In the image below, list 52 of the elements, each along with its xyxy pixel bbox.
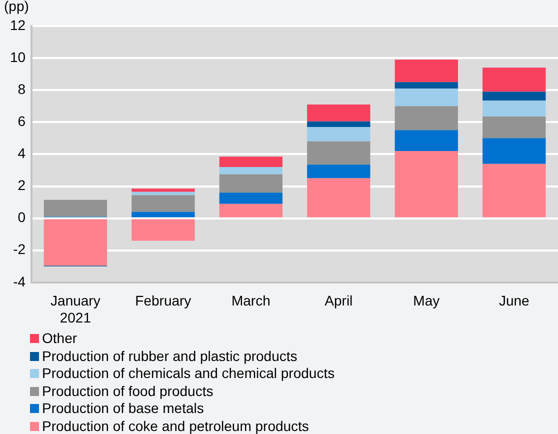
y-tick-label: 6 (18, 113, 26, 130)
y-tick-label: -4 (13, 273, 26, 290)
bar (219, 167, 283, 174)
bar (394, 88, 458, 106)
y-tick-label: -2 (13, 241, 26, 258)
bar (394, 60, 458, 82)
bar (219, 174, 283, 193)
bar (482, 92, 546, 101)
y-tick-label: 0 (18, 209, 26, 226)
y-tick-label: 2 (18, 177, 26, 194)
y-tick-label: 10 (10, 48, 26, 65)
bar (394, 82, 458, 88)
y-tick-label: 12 (10, 16, 26, 33)
legend-label: Production of rubber and plastic products (42, 348, 298, 365)
bar (219, 192, 283, 204)
x-tick-label: April (324, 292, 353, 309)
y-tick-label: 8 (18, 80, 26, 97)
legend-label: Production of food products (42, 382, 214, 400)
x-tick-label: February (135, 292, 192, 309)
bar (307, 121, 370, 127)
bar (44, 200, 108, 217)
bar (132, 195, 195, 212)
legend-label: Production of coke and petroleum products (42, 418, 309, 434)
x-tick-label: January 2021 (50, 292, 100, 326)
legend-label: Other (42, 330, 78, 348)
legend-label: Production of base metals (42, 400, 204, 418)
bar (307, 178, 370, 218)
bar (307, 104, 370, 122)
bar (132, 188, 195, 192)
bar (219, 204, 283, 218)
bar (482, 116, 546, 138)
x-tick-label: March (231, 292, 270, 309)
x-tick-label: May (413, 292, 440, 309)
bar (482, 164, 546, 218)
y-tick-label: 4 (18, 145, 26, 162)
bar (132, 192, 195, 196)
bar (132, 219, 195, 241)
bar (307, 126, 370, 142)
y-axis-title: (pp) (4, 0, 29, 14)
bar (482, 68, 546, 92)
x-tick-label: June (498, 292, 530, 309)
bar (307, 141, 370, 165)
bar (44, 219, 108, 266)
bar (482, 138, 546, 164)
bar (132, 212, 195, 218)
legend-label: Production of chemicals and chemical products (42, 365, 335, 382)
bar (219, 156, 283, 168)
bar (394, 130, 458, 151)
bar (307, 164, 370, 178)
bar (482, 100, 546, 117)
bar (394, 150, 458, 218)
bar (394, 106, 458, 130)
